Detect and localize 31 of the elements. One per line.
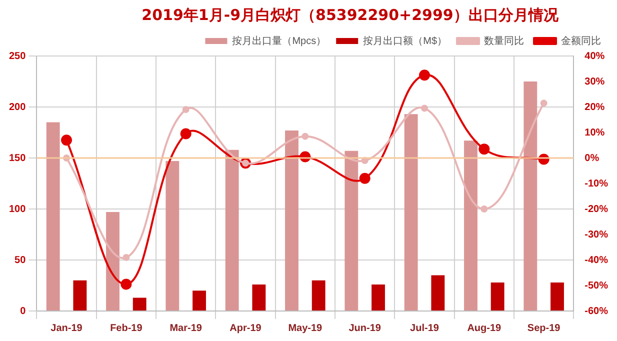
x-tick-label: Jul-19 (410, 322, 440, 334)
x-tick-label: Aug-19 (467, 322, 502, 334)
y-tick-label: 50 (14, 254, 26, 266)
y2-tick-label: -60% (584, 306, 608, 317)
x-tick-label: Mar-19 (170, 322, 202, 334)
y2-tick-label: -10% (584, 178, 608, 190)
y2-tick-label: 30% (584, 76, 605, 88)
y2-tick-label: 0% (584, 152, 600, 164)
y-tick-label: 150 (8, 152, 26, 164)
y-tick-label: 0 (20, 306, 26, 317)
legend-label: 金额同比 (561, 34, 601, 47)
x-tick-label: Sep-19 (527, 322, 561, 334)
x-tick-label: Feb-19 (110, 322, 143, 334)
y2-tick-label: -40% (584, 254, 608, 266)
y-tick-label: 200 (8, 102, 26, 113)
x-tick-label: Apr-19 (230, 322, 262, 334)
y-tick-label: 100 (8, 204, 26, 215)
y-tick-label: 250 (8, 50, 26, 62)
x-tick-label: May-19 (288, 322, 323, 334)
y2-tick-label: 10% (584, 127, 605, 138)
y2-tick-label: 40% (584, 50, 605, 62)
legend-label: 数量同比 (484, 34, 524, 47)
x-tick-label: Jan-19 (50, 322, 83, 334)
y2-tick-label: 20% (584, 102, 605, 113)
y2-tick-label: -50% (584, 280, 608, 292)
legend-label: 按月出口额（M$） (363, 34, 448, 47)
legend-label: 按月出口量（Mpcs） (232, 34, 326, 47)
y2-tick-label: -30% (584, 229, 608, 240)
x-tick-label: Jun-19 (348, 322, 382, 334)
chart-title: 2019年1月-9月白炽灯（85392290+2999）出口分月情况 (140, 6, 560, 25)
y2-tick-label: -20% (584, 204, 608, 215)
